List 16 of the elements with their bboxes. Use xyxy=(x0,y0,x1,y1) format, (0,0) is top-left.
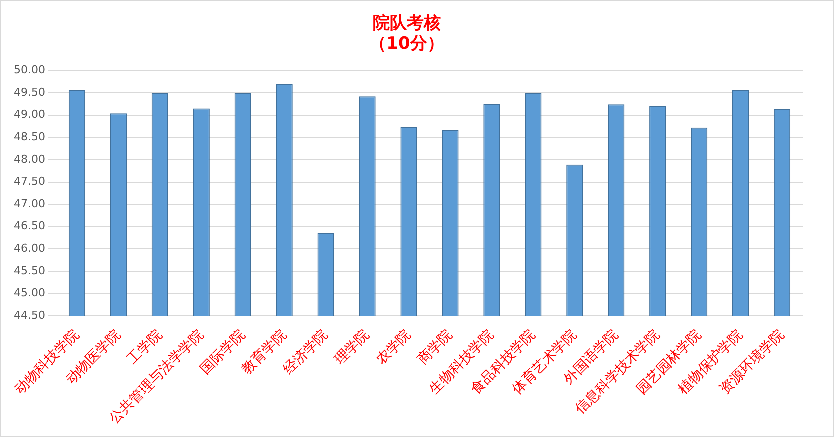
y-tick-label: 47.50 xyxy=(14,175,46,188)
x-tick-label: 理学院 xyxy=(332,327,373,368)
text: （10分） xyxy=(370,34,444,54)
y-tick-label: 50.00 xyxy=(14,64,46,77)
x-tick-label: 农学院 xyxy=(373,327,414,368)
y-tick-label: 44.50 xyxy=(14,308,46,322)
y-tick-label: 48.00 xyxy=(14,152,46,166)
text: 院队考核 xyxy=(373,14,441,34)
y-tick-label: 48.50 xyxy=(14,130,46,144)
y-tick-label: 46.00 xyxy=(14,242,46,256)
y-tick-label: 47.00 xyxy=(14,197,46,210)
y-tick-label: 46.50 xyxy=(14,220,46,233)
y-tick-label: 45.00 xyxy=(14,286,46,300)
y-tick-label: 49.50 xyxy=(14,86,46,99)
y-tick-label: 45.50 xyxy=(14,264,46,278)
y-tick-label: 49.00 xyxy=(14,108,46,122)
